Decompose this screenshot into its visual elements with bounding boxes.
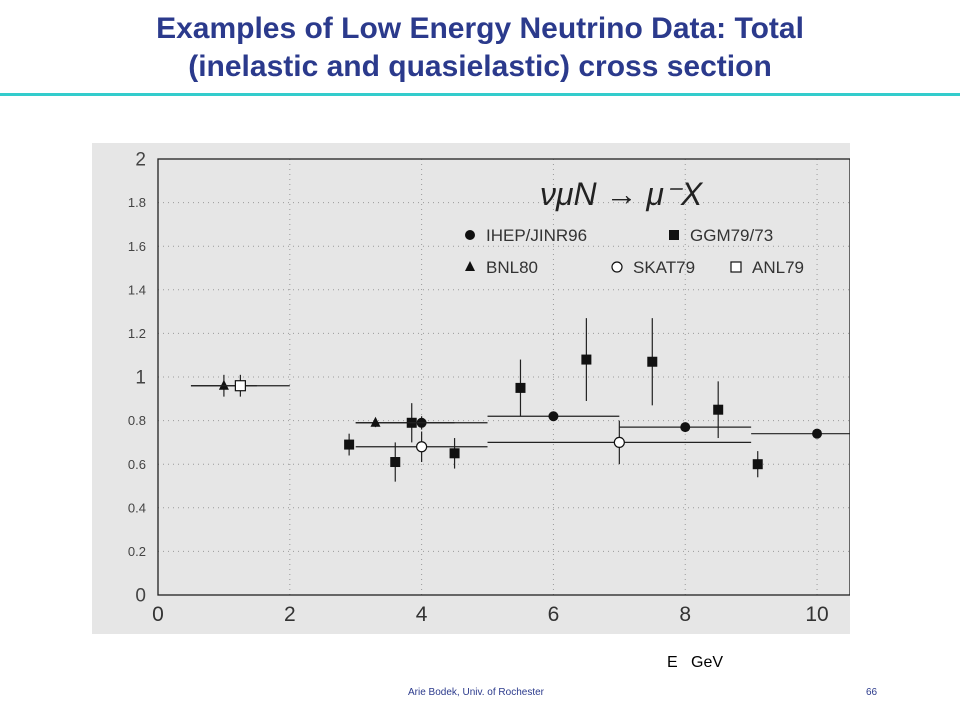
legend-marker-3 bbox=[611, 261, 623, 273]
y-tick-label-9: 1.8 bbox=[128, 195, 146, 210]
legend-label-0: IHEP/JINR96 bbox=[486, 226, 587, 245]
point-ggm79-73-8 bbox=[752, 459, 763, 470]
point-ggm79-73-4 bbox=[515, 382, 526, 393]
legend-label-4: ANL79 bbox=[752, 258, 804, 277]
legend-label-2: BNL80 bbox=[486, 258, 538, 277]
title-divider bbox=[0, 93, 960, 96]
x-axis-label: E GeV bbox=[667, 654, 724, 671]
chart-svg: 0 0.2 0.4 0.6 0.8 1 1.2 1.4 1.6 1.8 2 0 2 4 6 8 10 νμN → … bbox=[92, 143, 851, 634]
y-tick-label-3: 0.6 bbox=[128, 457, 146, 472]
legend-marker-0 bbox=[465, 230, 475, 240]
footer-page-number: 66 bbox=[866, 687, 878, 698]
y-tick-label-4: 0.8 bbox=[128, 413, 146, 428]
point-ggm79-73-6 bbox=[647, 356, 658, 367]
point-bnl80-1 bbox=[370, 416, 381, 427]
y-tick-label-1: 0.2 bbox=[128, 544, 146, 559]
reaction-label: νμN → μ⁻X bbox=[540, 176, 704, 212]
x-tick-label-4: 8 bbox=[679, 603, 691, 626]
x-tick-label-5: 10 bbox=[805, 603, 828, 626]
legend-label-3: SKAT79 bbox=[633, 258, 695, 277]
y-tick-label-5: 1 bbox=[135, 368, 146, 389]
cross-section-plot: 0 0.2 0.4 0.6 0.8 1 1.2 1.4 1.6 1.8 2 0 2 4 6 8 10 νμN → … bbox=[92, 143, 851, 634]
y-tick-label-0: 0 bbox=[135, 586, 146, 607]
slide-title: Examples of Low Energy Neutrino Data: To… bbox=[20, 10, 940, 86]
point-ggm79-73-1 bbox=[390, 457, 401, 468]
y-tick-label-10: 2 bbox=[135, 150, 146, 171]
x-tick-label-2: 4 bbox=[416, 603, 428, 626]
legend-marker-1 bbox=[669, 230, 679, 240]
point-skat79-1 bbox=[613, 436, 625, 448]
slide-title-line-2: (inelastic and quasielastic) cross secti… bbox=[188, 50, 772, 83]
point-ihep-jinr96-1 bbox=[548, 411, 559, 422]
slide-title-line-1: Examples of Low Energy Neutrino Data: To… bbox=[156, 12, 804, 45]
point-ihep-jinr96-2 bbox=[680, 422, 691, 433]
point-anl79-0 bbox=[234, 380, 246, 392]
point-ggm79-73-5 bbox=[581, 354, 592, 365]
x-tick-label-3: 6 bbox=[548, 603, 560, 626]
point-skat79-0 bbox=[416, 441, 428, 453]
point-ggm79-73-3 bbox=[449, 448, 460, 459]
y-tick-label-6: 1.2 bbox=[128, 326, 146, 341]
x-tick-label-0: 0 bbox=[152, 603, 164, 626]
point-ihep-jinr96-3 bbox=[812, 428, 823, 439]
y-tick-label-2: 0.4 bbox=[128, 500, 146, 515]
footer-author: Arie Bodek, Univ. of Rochester bbox=[408, 687, 544, 698]
x-tick-label-1: 2 bbox=[284, 603, 296, 626]
plot-background bbox=[92, 143, 850, 634]
point-ggm79-73-0 bbox=[344, 439, 355, 450]
legend-marker-2 bbox=[465, 261, 475, 271]
legend-marker-4 bbox=[730, 261, 742, 273]
point-bnl80-0 bbox=[218, 379, 229, 390]
y-tick-label-7: 1.4 bbox=[128, 282, 146, 297]
point-ggm79-73-7 bbox=[713, 404, 724, 415]
y-tick-label-8: 1.6 bbox=[128, 239, 146, 254]
legend-label-1: GGM79/73 bbox=[690, 226, 773, 245]
